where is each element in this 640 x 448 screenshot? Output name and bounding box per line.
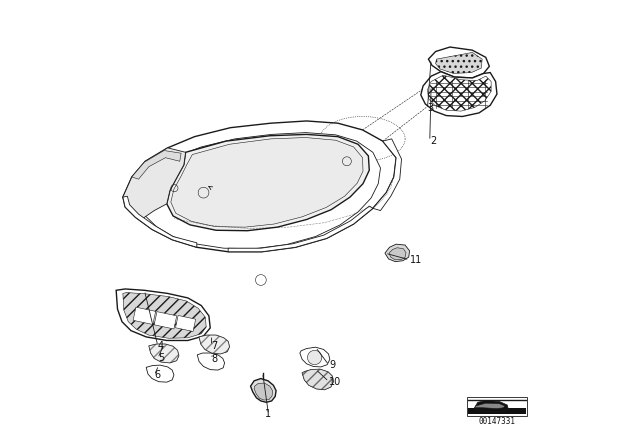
Text: 1: 1 (266, 409, 271, 419)
Text: 2: 2 (430, 136, 436, 146)
Bar (133, 307, 156, 324)
Polygon shape (385, 244, 410, 262)
Bar (175, 315, 196, 332)
Polygon shape (389, 248, 406, 260)
Polygon shape (428, 75, 491, 111)
Polygon shape (199, 335, 230, 354)
Bar (154, 312, 177, 329)
Polygon shape (199, 335, 230, 354)
Polygon shape (167, 134, 369, 231)
Text: 7: 7 (212, 341, 218, 351)
Text: 5: 5 (158, 353, 164, 363)
Text: 3: 3 (428, 103, 434, 112)
Text: 11: 11 (410, 255, 422, 265)
Polygon shape (123, 121, 396, 252)
Polygon shape (373, 139, 401, 211)
Polygon shape (132, 151, 181, 179)
Polygon shape (436, 52, 482, 73)
Text: 00147331: 00147331 (479, 417, 515, 426)
Text: 9: 9 (329, 360, 335, 370)
Polygon shape (197, 353, 225, 370)
Polygon shape (149, 344, 179, 363)
Polygon shape (123, 196, 197, 247)
Polygon shape (300, 347, 330, 367)
Polygon shape (475, 401, 508, 412)
Text: 8: 8 (212, 354, 218, 364)
Polygon shape (251, 379, 276, 402)
Polygon shape (171, 138, 363, 227)
Polygon shape (254, 383, 273, 400)
Polygon shape (123, 148, 186, 220)
Text: 6: 6 (154, 370, 161, 380)
Bar (468, 408, 526, 414)
Polygon shape (428, 47, 490, 78)
Polygon shape (146, 365, 174, 382)
Polygon shape (123, 293, 206, 338)
Text: 4: 4 (158, 341, 164, 351)
Polygon shape (149, 344, 179, 363)
Bar (467, 397, 527, 416)
Polygon shape (302, 369, 333, 390)
Polygon shape (228, 206, 373, 252)
Text: 10: 10 (329, 377, 341, 387)
Polygon shape (302, 369, 333, 390)
Circle shape (307, 350, 322, 365)
Polygon shape (421, 72, 497, 116)
Polygon shape (116, 289, 210, 340)
Polygon shape (475, 403, 504, 409)
Polygon shape (137, 133, 380, 249)
